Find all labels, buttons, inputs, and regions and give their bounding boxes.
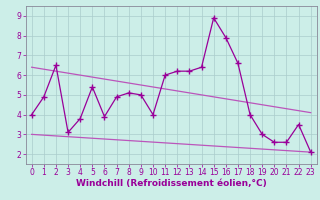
- X-axis label: Windchill (Refroidissement éolien,°C): Windchill (Refroidissement éolien,°C): [76, 179, 267, 188]
